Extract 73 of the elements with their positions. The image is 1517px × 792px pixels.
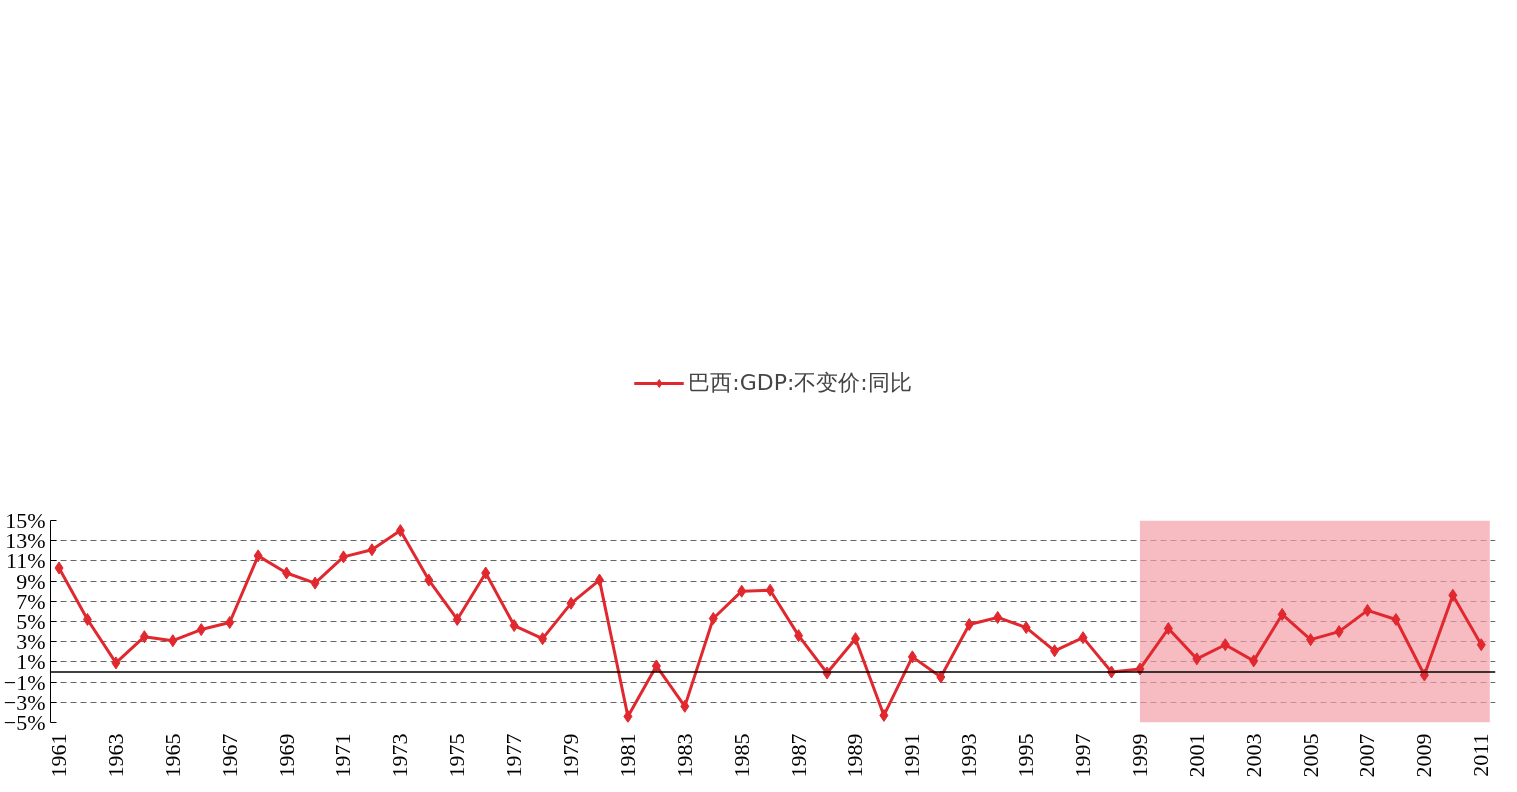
point <box>1021 621 1031 635</box>
point <box>338 550 348 564</box>
point <box>765 583 775 597</box>
point <box>936 670 946 684</box>
point <box>1220 638 1230 652</box>
x-tick-label: 2009 <box>1411 733 1437 778</box>
x-tick-label: 1991 <box>899 733 925 778</box>
point <box>1050 644 1060 658</box>
point <box>1192 652 1202 666</box>
point <box>1249 654 1259 668</box>
point <box>168 634 178 648</box>
point <box>850 632 860 646</box>
point <box>111 656 121 670</box>
point <box>1448 588 1458 602</box>
x-tick-label: 1971 <box>330 733 356 778</box>
x-tick-label: 1969 <box>273 733 299 778</box>
point <box>1277 607 1287 621</box>
point <box>310 576 320 590</box>
point <box>1306 633 1316 647</box>
point <box>452 612 462 626</box>
x-tick-label: 1977 <box>501 733 527 778</box>
x-tick-label: 1987 <box>785 733 811 778</box>
x-tick-label: 2011 <box>1468 733 1494 777</box>
x-tick-label: 1963 <box>102 733 128 778</box>
point <box>680 699 690 713</box>
legend-label: 巴西:GDP:不变价:同比 <box>688 368 912 397</box>
point <box>993 610 1003 624</box>
point <box>1476 638 1486 652</box>
point <box>594 573 604 587</box>
point <box>509 619 519 633</box>
point <box>964 618 974 632</box>
point <box>395 524 405 538</box>
x-tick-label: 1985 <box>728 733 754 778</box>
point <box>253 549 263 563</box>
point <box>1078 631 1088 645</box>
x-tick-label: 1981 <box>614 733 640 778</box>
point <box>1391 612 1401 626</box>
point <box>1163 622 1173 636</box>
point <box>54 561 64 575</box>
point <box>737 584 747 598</box>
x-tick-label: 2007 <box>1354 733 1380 778</box>
point <box>651 659 661 673</box>
point <box>139 630 149 644</box>
x-tick-label: 1973 <box>387 733 413 778</box>
x-tick-label: 1961 <box>46 733 72 778</box>
x-tick-label: 1979 <box>558 733 584 778</box>
x-tick-label: 1975 <box>444 733 470 778</box>
x-tick-label: 1993 <box>956 733 982 778</box>
point <box>367 543 377 557</box>
point <box>424 573 434 587</box>
x-tick-label: 1989 <box>842 733 868 778</box>
x-tick-label: 1995 <box>1013 733 1039 778</box>
point <box>538 632 548 646</box>
x-tick-label: 2003 <box>1240 733 1266 778</box>
point <box>794 629 804 643</box>
x-tick-label: 1965 <box>159 733 185 778</box>
point <box>879 708 889 722</box>
point <box>1334 625 1344 639</box>
point <box>82 612 92 626</box>
x-tick-label: 2005 <box>1297 733 1323 778</box>
point <box>907 650 917 664</box>
point <box>623 709 633 723</box>
x-tick-label: 1983 <box>671 733 697 778</box>
point <box>708 611 718 625</box>
x-tick-label: 1967 <box>216 733 242 778</box>
point <box>282 566 292 580</box>
point <box>225 616 235 630</box>
x-tick-label: 1997 <box>1070 733 1096 778</box>
x-tick-label: 1999 <box>1126 733 1152 778</box>
x-tick-label: 2001 <box>1183 733 1209 778</box>
point <box>566 596 576 610</box>
point <box>196 623 206 637</box>
point <box>481 566 491 580</box>
